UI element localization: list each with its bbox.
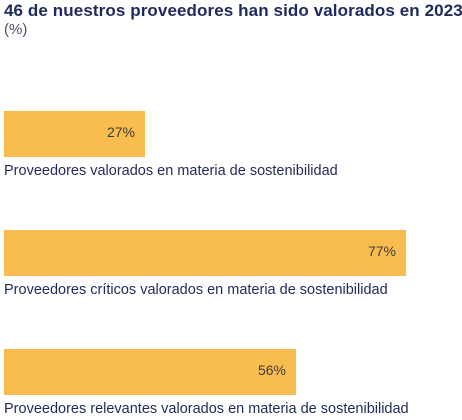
category-label: Proveedores relevantes valorados en mate… (4, 401, 409, 417)
bar-2: 77% (4, 230, 406, 276)
bar-value-label: 77% (367, 243, 396, 259)
bar-value-label: 27% (106, 124, 135, 140)
category-label: Proveedores críticos valorados en materi… (4, 282, 388, 298)
chart-title: 46 de nuestros proveedores han sido valo… (4, 1, 462, 20)
unit-label: (%) (4, 21, 28, 38)
category-label: Proveedores valorados en materia de sost… (4, 163, 338, 179)
bar-value-label: 56% (257, 362, 286, 378)
bar-3: 56% (4, 349, 296, 395)
bar-1: 27% (4, 111, 145, 157)
